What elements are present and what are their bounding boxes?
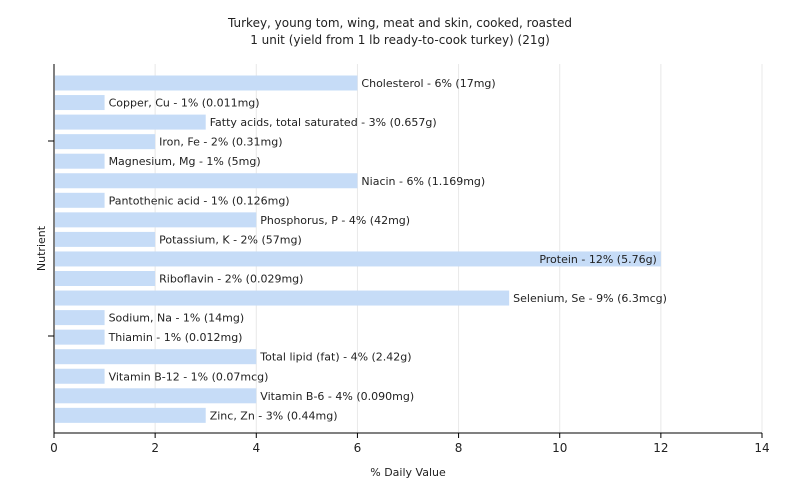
bar — [55, 75, 358, 91]
x-axis-title: % Daily Value — [370, 466, 446, 479]
x-tick-label: 0 — [50, 441, 58, 455]
x-tick-label: 6 — [354, 441, 362, 455]
bar — [55, 114, 206, 130]
bar — [55, 251, 661, 267]
bar — [55, 349, 257, 365]
bar-label: Total lipid (fat) - 4% (2.42g) — [259, 351, 411, 364]
bar — [55, 212, 257, 228]
bar — [55, 407, 206, 423]
chart-title: Turkey, young tom, wing, meat and skin, … — [228, 16, 572, 30]
bar — [55, 329, 105, 345]
bar — [55, 368, 105, 384]
x-tick-label: 4 — [252, 441, 260, 455]
bar-label: Niacin - 6% (1.169mg) — [361, 175, 485, 188]
bar — [55, 310, 105, 326]
bar-label: Protein - 12% (5.76g) — [539, 253, 657, 266]
bar-label: Phosphorus, P - 4% (42mg) — [260, 214, 410, 227]
bar — [55, 388, 257, 404]
bar-label: Fatty acids, total saturated - 3% (0.657… — [210, 116, 437, 129]
x-tick-label: 12 — [653, 441, 668, 455]
chart-subtitle: 1 unit (yield from 1 lb ready-to-cook tu… — [250, 33, 550, 47]
bar-label: Copper, Cu - 1% (0.011mg) — [109, 97, 260, 110]
bar-label: Magnesium, Mg - 1% (5mg) — [109, 155, 261, 168]
bar — [55, 231, 156, 247]
bar-label: Pantothenic acid - 1% (0.126mg) — [109, 194, 290, 207]
x-tick-label: 8 — [455, 441, 463, 455]
bar-label: Riboflavin - 2% (0.029mg) — [159, 273, 303, 286]
x-tick-label: 2 — [151, 441, 159, 455]
y-axis-title: Nutrient — [35, 225, 48, 271]
bar-label: Sodium, Na - 1% (14mg) — [109, 312, 245, 325]
bar — [55, 290, 510, 306]
bar — [55, 153, 105, 169]
bar — [55, 134, 156, 150]
bar-label: Thiamin - 1% (0.012mg) — [108, 331, 243, 344]
bar-label: Cholesterol - 6% (17mg) — [361, 77, 495, 90]
bar-label: Vitamin B-6 - 4% (0.090mg) — [260, 390, 414, 403]
x-tick-label: 10 — [552, 441, 567, 455]
bar-label: Potassium, K - 2% (57mg) — [159, 233, 302, 246]
bar — [55, 95, 105, 111]
bar-label: Zinc, Zn - 3% (0.44mg) — [210, 409, 338, 422]
bar-label: Vitamin B-12 - 1% (0.07mcg) — [109, 370, 269, 383]
bar — [55, 192, 105, 208]
bar-label: Selenium, Se - 9% (6.3mcg) — [513, 292, 667, 305]
bar-label: Iron, Fe - 2% (0.31mg) — [159, 136, 282, 149]
bar — [55, 173, 358, 189]
bar — [55, 271, 156, 286]
x-tick-label: 14 — [754, 441, 769, 455]
